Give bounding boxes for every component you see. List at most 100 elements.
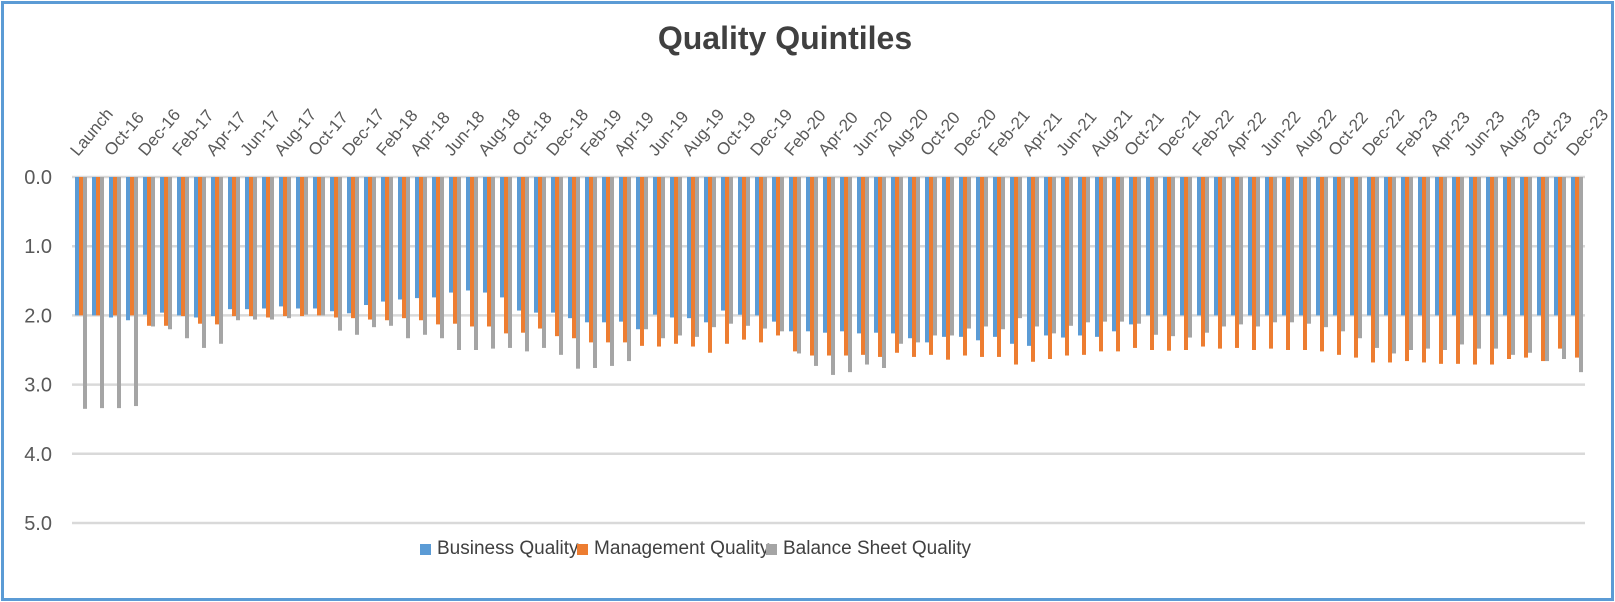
bar-business-quality: [959, 177, 963, 337]
bar-balance-sheet-quality: [134, 177, 138, 407]
bar-business-quality: [92, 177, 96, 316]
bar-management-quality: [997, 177, 1001, 357]
bar-management-quality: [776, 177, 780, 336]
bar-management-quality: [1235, 177, 1239, 348]
bar-balance-sheet-quality: [763, 177, 767, 329]
bar-balance-sheet-quality: [1579, 177, 1583, 373]
bar-balance-sheet-quality: [627, 177, 631, 362]
bar-business-quality: [1010, 177, 1014, 344]
bar-business-quality: [1469, 177, 1473, 316]
bar-management-quality: [1541, 177, 1545, 362]
bar-business-quality: [1333, 177, 1337, 316]
bar-business-quality: [126, 177, 130, 321]
bar-management-quality: [164, 177, 168, 326]
bar-business-quality: [925, 177, 929, 343]
bar-management-quality: [1252, 177, 1256, 350]
bar-balance-sheet-quality: [1103, 177, 1107, 322]
bar-management-quality: [844, 177, 848, 356]
bar-balance-sheet-quality: [1392, 177, 1396, 354]
bar-management-quality: [113, 177, 117, 316]
bar-business-quality: [1163, 177, 1167, 316]
y-tick-label: 1.0: [24, 236, 52, 258]
bar-management-quality: [1507, 177, 1511, 359]
bar-business-quality: [483, 177, 487, 293]
legend-item-business-quality: Business Quality: [420, 538, 579, 560]
bar-balance-sheet-quality: [1358, 177, 1362, 339]
bar-balance-sheet-quality: [406, 177, 410, 339]
bar-management-quality: [1473, 177, 1477, 365]
bar-balance-sheet-quality: [1205, 177, 1209, 333]
bar-business-quality: [143, 177, 147, 315]
bar-business-quality: [687, 177, 691, 319]
bar-balance-sheet-quality: [423, 177, 427, 335]
bar-management-quality: [1201, 177, 1205, 347]
bar-business-quality: [840, 177, 844, 332]
legend-label: Management Quality: [594, 538, 770, 559]
legend-swatch-management: [577, 543, 588, 555]
bar-balance-sheet-quality: [1052, 177, 1056, 334]
bar-business-quality: [211, 177, 215, 317]
bar-balance-sheet-quality: [1426, 177, 1430, 349]
bar-business-quality: [585, 177, 589, 323]
bar-business-quality: [228, 177, 232, 310]
bar-business-quality: [1214, 177, 1218, 316]
bar-business-quality: [738, 177, 742, 315]
bar-management-quality: [521, 177, 525, 333]
bar-balance-sheet-quality: [1222, 177, 1226, 327]
bar-business-quality: [1180, 177, 1184, 316]
bar-business-quality: [1129, 177, 1133, 325]
bar-management-quality: [402, 177, 406, 319]
bar-business-quality: [1418, 177, 1422, 316]
bar-balance-sheet-quality: [253, 177, 257, 320]
bar-balance-sheet-quality: [1120, 177, 1124, 322]
bar-business-quality: [1316, 177, 1320, 316]
bar-balance-sheet-quality: [1375, 177, 1379, 348]
bar-business-quality: [551, 177, 555, 313]
bar-business-quality: [1197, 177, 1201, 316]
bar-business-quality: [1095, 177, 1099, 337]
bar-balance-sheet-quality: [202, 177, 206, 348]
y-tick-label: 0.0: [24, 167, 52, 189]
bar-business-quality: [415, 177, 419, 299]
bar-balance-sheet-quality: [1069, 177, 1073, 326]
bar-balance-sheet-quality: [1188, 177, 1192, 338]
bar-business-quality: [517, 177, 521, 311]
bar-management-quality: [657, 177, 661, 347]
bar-business-quality: [1248, 177, 1252, 316]
bar-management-quality: [436, 177, 440, 325]
bar-management-quality: [606, 177, 610, 343]
bar-management-quality: [130, 177, 134, 316]
bar-balance-sheet-quality: [797, 177, 801, 354]
bar-business-quality: [364, 177, 368, 306]
bar-business-quality: [568, 177, 572, 319]
bar-business-quality: [1299, 177, 1303, 316]
bar-business-quality: [891, 177, 895, 334]
bar-management-quality: [878, 177, 882, 357]
bar-management-quality: [368, 177, 372, 320]
bar-management-quality: [1320, 177, 1324, 352]
legend-label: Business Quality: [437, 538, 579, 559]
y-tick-label: 4.0: [24, 444, 52, 466]
bar-business-quality: [1384, 177, 1388, 316]
bar-management-quality: [232, 177, 236, 317]
bar-balance-sheet-quality: [338, 177, 342, 331]
bar-business-quality: [194, 177, 198, 318]
bar-management-quality: [1388, 177, 1392, 363]
bar-balance-sheet-quality: [712, 177, 716, 328]
bar-management-quality: [317, 177, 321, 316]
bar-balance-sheet-quality: [831, 177, 835, 375]
bar-management-quality: [470, 177, 474, 327]
bar-balance-sheet-quality: [1324, 177, 1328, 328]
bar-management-quality: [1371, 177, 1375, 363]
bar-balance-sheet-quality: [559, 177, 563, 355]
bar-management-quality: [674, 177, 678, 344]
bar-balance-sheet-quality: [1494, 177, 1498, 349]
bar-management-quality: [555, 177, 559, 337]
bar-management-quality: [980, 177, 984, 357]
bar-business-quality: [1554, 177, 1558, 316]
bar-balance-sheet-quality: [1154, 177, 1158, 335]
bar-balance-sheet-quality: [440, 177, 444, 339]
bar-management-quality: [1014, 177, 1018, 365]
bar-management-quality: [1116, 177, 1120, 352]
bar-business-quality: [1452, 177, 1456, 316]
